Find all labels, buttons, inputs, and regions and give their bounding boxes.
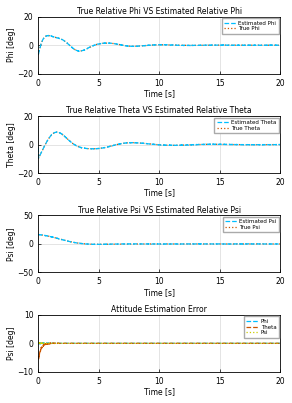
X-axis label: Time [s]: Time [s] (144, 188, 175, 197)
Legend: Estimated Theta, True Theta: Estimated Theta, True Theta (214, 118, 279, 133)
Y-axis label: Theta [deg]: Theta [deg] (7, 122, 16, 167)
Title: Attitude Estimation Error: Attitude Estimation Error (111, 305, 207, 314)
Legend: Estimated Phi, True Phi: Estimated Phi, True Phi (222, 19, 279, 34)
Legend: Phi, Theta, Psi: Phi, Theta, Psi (244, 316, 279, 338)
Legend: Estimated Psi, True Psi: Estimated Psi, True Psi (223, 217, 279, 233)
Y-axis label: Phi [deg]: Phi [deg] (7, 28, 16, 62)
Title: True Relative Theta VS Estimated Relative Theta: True Relative Theta VS Estimated Relativ… (67, 106, 252, 115)
X-axis label: Time [s]: Time [s] (144, 288, 175, 297)
X-axis label: Time [s]: Time [s] (144, 387, 175, 396)
Title: True Relative Phi VS Estimated Relative Phi: True Relative Phi VS Estimated Relative … (77, 7, 242, 16)
X-axis label: Time [s]: Time [s] (144, 89, 175, 98)
Y-axis label: Psi [deg]: Psi [deg] (7, 227, 16, 261)
Y-axis label: Psi [deg]: Psi [deg] (7, 326, 16, 360)
Title: True Relative Psi VS Estimated Relative Psi: True Relative Psi VS Estimated Relative … (78, 206, 241, 215)
